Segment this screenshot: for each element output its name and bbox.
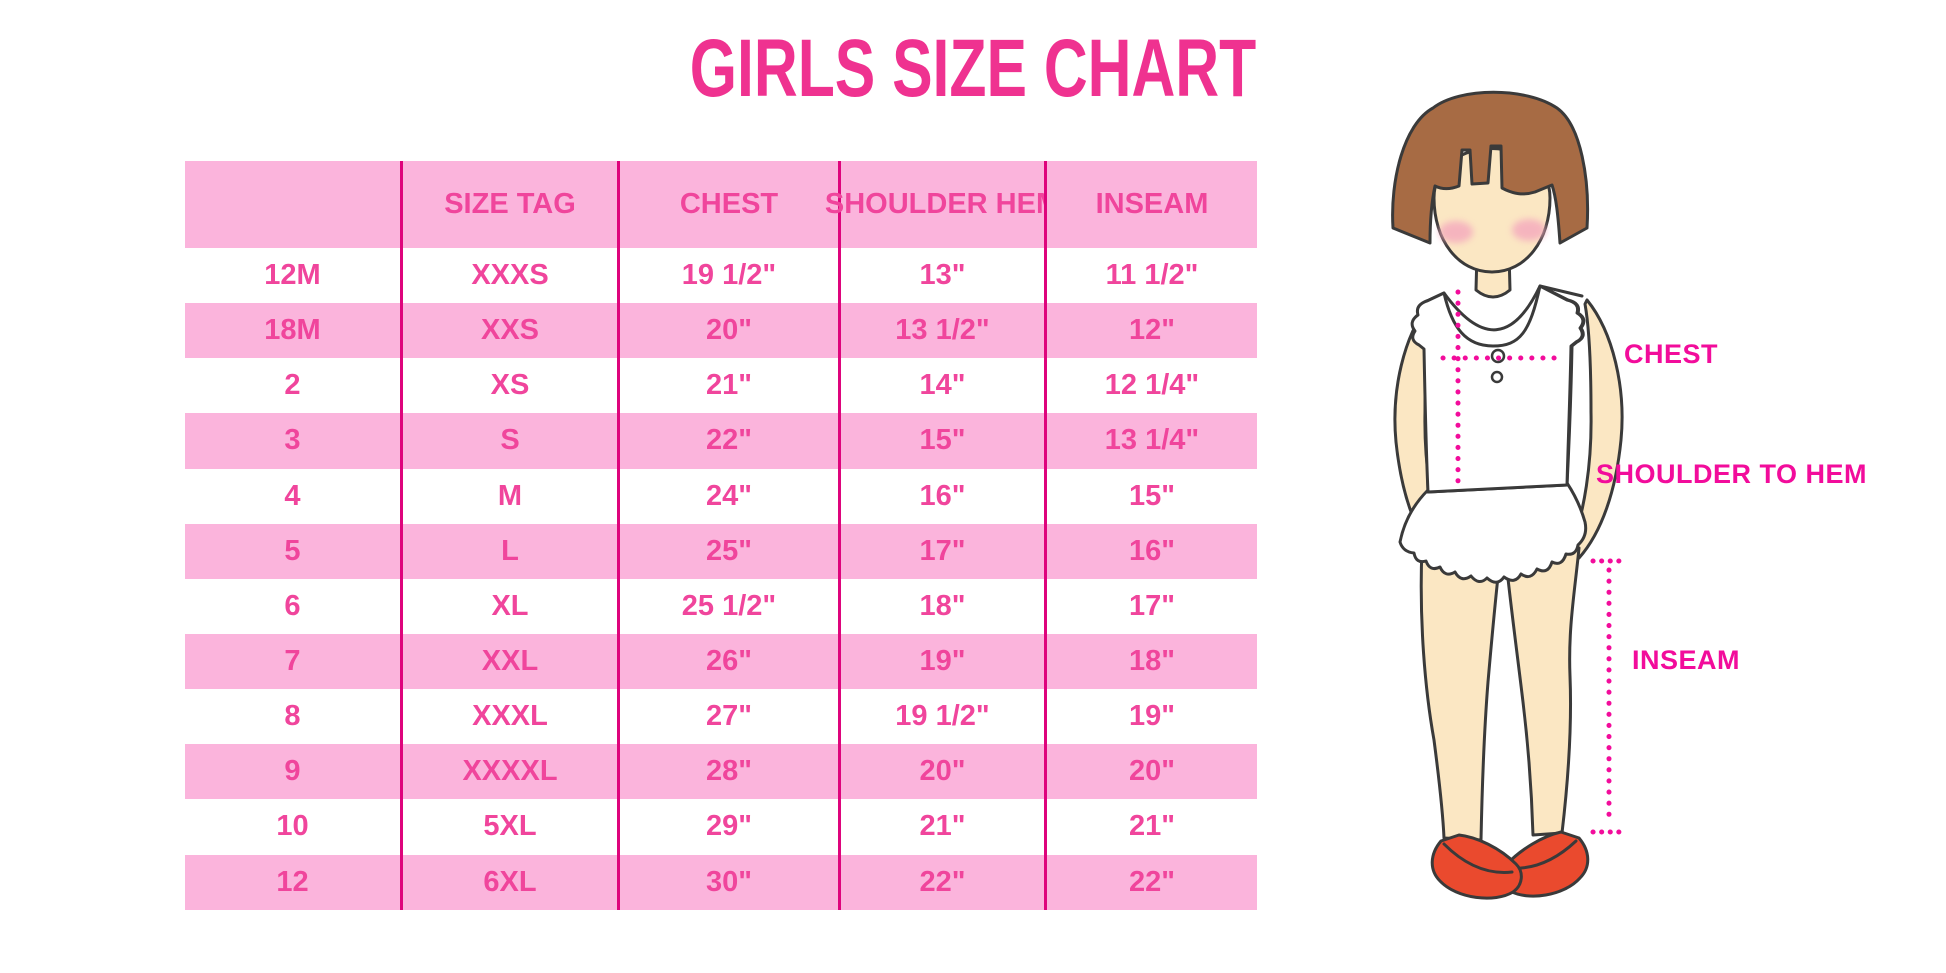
table-cell: S	[400, 413, 617, 469]
table-cell: M	[400, 468, 617, 524]
table-cell: 7	[185, 633, 400, 690]
table-cell: XS	[400, 358, 617, 414]
header-cell: INSEAM	[1044, 161, 1257, 248]
table-cell: XXXL	[400, 689, 617, 745]
table-cell: 13"	[838, 248, 1044, 304]
skirt	[1398, 481, 1588, 584]
left-blush	[1439, 221, 1473, 243]
table-cell: 2	[284, 369, 301, 402]
table-cell: 25"	[617, 523, 838, 579]
table-cell: 12	[185, 854, 400, 910]
hair	[1391, 90, 1589, 245]
top-garment-body	[1410, 284, 1585, 494]
table-cell: 18M	[185, 303, 400, 359]
inseam-label: INSEAM	[1632, 645, 1741, 675]
table-cell: 17"	[1044, 578, 1257, 634]
table-cell: 6	[284, 589, 301, 622]
table-cell: 19 1/2"	[838, 689, 1044, 745]
table-cell: 20"	[617, 303, 838, 359]
table-cell: 6XL	[400, 854, 617, 910]
table-cell: 4	[284, 479, 301, 512]
table-cell: 15"	[1044, 468, 1257, 524]
left-leg	[1419, 546, 1502, 842]
table-cell: 8	[284, 700, 301, 733]
right-blush	[1512, 219, 1546, 241]
table-cell: 16"	[838, 468, 1044, 524]
table-cell: 14"	[838, 358, 1044, 414]
table-cell: 3	[185, 413, 400, 469]
table-cell: 18"	[1044, 633, 1257, 690]
header-cell: SHOULDER HEM	[825, 161, 1060, 248]
table-cell: 13 1/4"	[1044, 413, 1257, 469]
shoulder-to-hem-label: SHOULDER TO HEM	[1596, 459, 1868, 489]
table-cell: L	[400, 523, 617, 579]
left-shoe	[1430, 833, 1523, 900]
inseam-dotted-line	[1590, 558, 1627, 835]
table-cell: 12M	[264, 259, 321, 292]
page-title: GIRLS SIZE CHART	[689, 23, 1257, 114]
table-cell: 21"	[1044, 799, 1257, 855]
table-cell: 5	[185, 523, 400, 579]
header-cell: SIZE TAG	[400, 161, 617, 248]
table-cell: 13 1/2"	[838, 303, 1044, 359]
size-table: SIZE TAG CHEST SHOULDER HEM INSEAM 12M XXXS 19…	[185, 161, 1257, 910]
table-cell: 16"	[1044, 523, 1257, 579]
table-cell: 20"	[1044, 744, 1257, 800]
header-cell: CHEST	[617, 161, 838, 248]
table-cell: 22"	[838, 854, 1044, 910]
table-cell: 19 1/2"	[617, 248, 838, 304]
table-cell: 22"	[617, 413, 838, 469]
table-cell: XXS	[400, 303, 617, 359]
table-cell: 27"	[617, 689, 838, 745]
table-cell: XXXS	[400, 248, 617, 304]
table-cell: 18"	[838, 578, 1044, 634]
table-cell: 11 1/2"	[1044, 248, 1257, 304]
table-cell: 19"	[1044, 689, 1257, 745]
table-cell: 12"	[1044, 303, 1257, 359]
head	[1391, 90, 1589, 274]
table-cell: 17"	[838, 523, 1044, 579]
header-cell	[185, 161, 400, 248]
table-cell: 21"	[617, 358, 838, 414]
table-cell: 15"	[838, 413, 1044, 469]
table-cell: 30"	[617, 854, 838, 910]
table-cell: 12 1/4"	[1044, 358, 1257, 414]
table-cell: 10	[276, 810, 309, 843]
table-cell: 22"	[1044, 854, 1257, 910]
table-cell: 28"	[617, 744, 838, 800]
table-cell: 5XL	[400, 799, 617, 855]
right-leg	[1504, 546, 1581, 837]
table-cell: 29"	[617, 799, 838, 855]
table-cell: XXL	[400, 633, 617, 690]
chest-label: CHEST	[1624, 339, 1719, 369]
table-cell: 24"	[617, 468, 838, 524]
table-cell: 20"	[838, 744, 1044, 800]
table-cell: 9	[185, 744, 400, 800]
bottom-button	[1490, 370, 1504, 384]
table-cell: 25 1/2"	[617, 578, 838, 634]
table-cell: 19"	[838, 633, 1044, 690]
table-cell: 26"	[617, 633, 838, 690]
table-cell: 21"	[838, 799, 1044, 855]
table-cell: XXXXL	[400, 744, 617, 800]
table-cell: XL	[400, 578, 617, 634]
girl-illustration	[1391, 90, 1627, 900]
